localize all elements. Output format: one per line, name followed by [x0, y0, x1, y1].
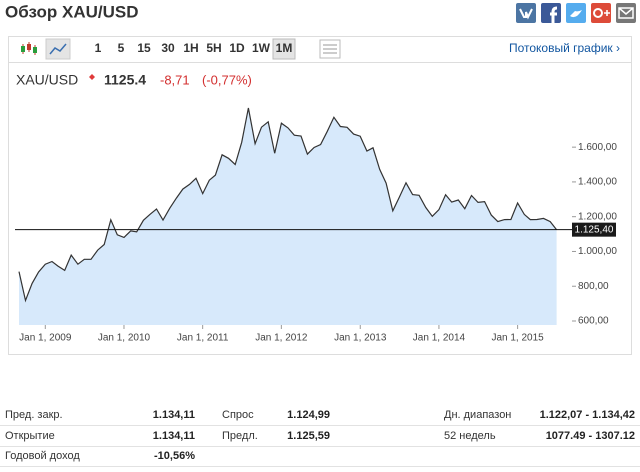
interval-button[interactable]: 1: [95, 41, 102, 55]
x-tick-label: Jan 1, 2009: [19, 333, 72, 344]
y-tick-label: 1.200,00: [578, 211, 617, 222]
plot: Investing.com600,00800,001.000,001.200,0…: [15, 107, 617, 344]
chart-type-buttons: [18, 38, 341, 60]
gplus-plus: [604, 10, 610, 16]
stat-value: 1.124,99: [287, 409, 330, 421]
interval-button[interactable]: 1D: [229, 41, 245, 55]
area-fill: [19, 108, 557, 325]
social-icons: [516, 3, 636, 23]
stat-label: Открытие: [5, 430, 55, 442]
quote-change-pct: (-0,77%): [202, 72, 252, 87]
facebook-glyph: [550, 6, 558, 23]
interval-buttons: 1 5 15 30 1H 5H 1D 1W 1M: [95, 38, 296, 60]
stats-table: Пред. закр. 1.134,11 Открытие 1.134,11 Годов…: [0, 409, 640, 467]
y-tick-label: 600,00: [578, 316, 609, 327]
x-tick-label: Jan 1, 2012: [255, 333, 308, 344]
last-price-box: [572, 222, 616, 237]
stat-label: Пред. закр.: [5, 409, 63, 421]
interval-selected: [272, 38, 296, 60]
interval-button[interactable]: 15: [137, 41, 151, 55]
twitter-glyph: [570, 10, 582, 18]
stat-label: Предл.: [222, 430, 258, 442]
quote-price: 1125.4: [104, 72, 146, 88]
quote-flag: [89, 74, 95, 80]
interval-button[interactable]: 5: [118, 41, 125, 55]
stat-label: Годовой доход: [5, 450, 80, 462]
x-tick-label: Jan 1, 2014: [413, 333, 466, 344]
x-tick-label: Jan 1, 2010: [98, 333, 151, 344]
page-title: Обзор XAU/USD: [5, 2, 139, 21]
x-tick-label: Jan 1, 2011: [177, 333, 229, 344]
stat-value: 1.122,07 - 1.134,42: [540, 409, 635, 421]
mail-glyph: [618, 7, 634, 19]
stat-label: Дн. диапазон: [444, 409, 511, 421]
vk-glyph: [519, 8, 533, 20]
chart-frame: [8, 36, 632, 355]
interval-button[interactable]: 1W: [252, 41, 271, 55]
x-tick-label: Jan 1, 2013: [334, 333, 387, 344]
price-line: [18, 107, 558, 303]
stat-label: Спрос: [222, 409, 254, 421]
stat-label: 52 недель: [444, 430, 496, 442]
y-tick-label: 1.000,00: [578, 246, 617, 257]
quote-symbol: XAU/USD: [16, 72, 78, 88]
gplus-glyph: [593, 8, 603, 18]
stat-value: 1.125,59: [287, 430, 330, 442]
y-tick-label: 1.600,00: [578, 142, 617, 153]
y-tick-label: 800,00: [578, 281, 609, 292]
interval-button[interactable]: 1H: [183, 41, 198, 55]
x-tick-label: Jan 1, 2015: [491, 333, 544, 344]
stat-value: 1.134,11: [153, 430, 195, 442]
stream-chart-link[interactable]: Потоковый график ›: [509, 41, 620, 55]
y-tick-label: 1.400,00: [578, 177, 617, 188]
interval-button[interactable]: 5H: [206, 41, 221, 55]
stat-value: 1077.49 - 1307.12: [546, 430, 635, 442]
interval-button[interactable]: 30: [161, 41, 175, 55]
quote-change: -8,71: [160, 72, 190, 87]
stat-value: 1.134,11: [153, 409, 195, 421]
last-price-label: 1.125,40: [575, 224, 614, 235]
stat-value: -10,56%: [154, 450, 195, 462]
interval-button[interactable]: 1M: [276, 41, 293, 55]
